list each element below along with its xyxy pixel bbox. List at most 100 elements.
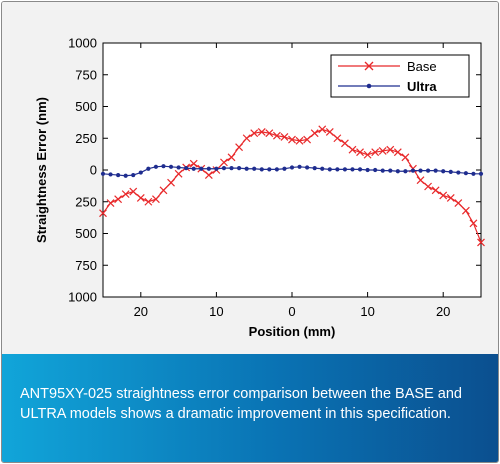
y-tick-label: 500 (75, 226, 97, 241)
x-axis-label: Position (mm) (249, 324, 336, 339)
data-point-ultra (100, 171, 106, 176)
data-point-ultra (214, 166, 219, 171)
data-point-ultra (146, 166, 151, 171)
data-point-base (136, 194, 145, 202)
data-point-base (310, 129, 319, 138)
data-point-ultra (388, 168, 393, 173)
data-point-base (303, 135, 312, 144)
data-point-ultra (471, 171, 476, 176)
data-point-base (220, 158, 228, 167)
legend-ultra-label: Ultra (407, 79, 437, 94)
x-tick-label: 0 (288, 304, 295, 319)
data-point-base (114, 195, 123, 204)
data-point-base (144, 197, 153, 206)
x-tick-label: 10 (209, 304, 223, 319)
data-point-ultra (274, 167, 279, 172)
data-point-ultra (221, 165, 227, 171)
data-point-ultra (168, 164, 174, 169)
data-point-ultra (463, 171, 468, 176)
data-point-ultra (365, 167, 370, 173)
data-point-ultra (153, 164, 159, 169)
data-point-ultra (229, 165, 234, 171)
data-point-ultra (478, 171, 484, 176)
data-point-ultra (138, 170, 143, 175)
data-point-ultra (206, 166, 211, 171)
data-point-base (159, 186, 168, 195)
data-point-base (235, 143, 244, 152)
data-point-base (469, 219, 478, 228)
legend: Base Ultra (330, 54, 470, 98)
y-tick-label: 1000 (68, 290, 97, 305)
legend-base-label: Base (407, 59, 437, 74)
data-point-base (454, 199, 463, 207)
data-point-ultra (116, 172, 121, 178)
x-axis: 20 10 0 10 20 (134, 43, 450, 319)
data-point-ultra (320, 166, 325, 171)
legend-ultra-marker (366, 83, 372, 89)
data-point-ultra (289, 165, 295, 170)
data-point-base (250, 129, 259, 138)
data-point-base (393, 148, 402, 157)
caption-text: ANT95XY-025 straightness error compariso… (20, 386, 462, 422)
data-point-ultra (410, 168, 416, 173)
data-point-ultra (305, 165, 310, 170)
data-point-ultra (418, 168, 423, 173)
data-point-ultra (244, 166, 249, 171)
data-point-ultra (380, 168, 385, 173)
data-point-base (371, 148, 380, 157)
data-point-ultra (456, 170, 461, 175)
data-point-ultra (236, 165, 242, 171)
legend-base-marker (364, 61, 374, 71)
data-point-base (424, 182, 433, 191)
data-point-ultra (441, 169, 446, 174)
data-point-base (257, 127, 266, 136)
data-point-base (151, 195, 160, 204)
data-point-ultra (312, 165, 317, 171)
data-point-ultra (350, 167, 355, 172)
data-point-base (129, 187, 138, 196)
plot-area: 1000 750 500 250 0 250 500 750 1000 20 10 0 10 20 Po… (2, 2, 498, 354)
data-point-ultra (433, 168, 438, 173)
data-point-ultra (403, 169, 408, 174)
data-point-ultra (448, 169, 453, 175)
data-point-base (280, 133, 289, 141)
data-point-ultra (425, 168, 431, 173)
data-point-base (242, 134, 251, 143)
data-point-ultra (327, 167, 332, 172)
legend-box (330, 54, 470, 98)
data-point-ultra (297, 164, 302, 169)
y-tick-label: 750 (75, 67, 97, 82)
y-tick-label: 750 (75, 258, 97, 273)
data-point-ultra (357, 167, 363, 172)
x-tick-label: 20 (134, 304, 148, 319)
y-tick-label: 250 (75, 194, 97, 209)
straightness-chart: 1000 750 500 250 0 250 500 750 1000 20 10 0 10 20 Po… (34, 36, 485, 339)
data-point-base (461, 206, 470, 215)
data-point-base (477, 238, 485, 247)
data-point-base (378, 147, 387, 155)
x-tick-label: 10 (360, 304, 374, 319)
data-point-base (227, 153, 236, 162)
x-tick-label: 20 (436, 304, 450, 319)
data-point-base (325, 127, 334, 136)
data-point-base (295, 136, 304, 145)
data-point-ultra (335, 167, 340, 172)
data-point-ultra (161, 164, 166, 169)
data-point-base (439, 191, 448, 200)
data-point-base (189, 159, 198, 168)
data-point-ultra (342, 167, 348, 172)
data-point-base (204, 171, 213, 180)
data-point-base (333, 134, 342, 143)
data-point-base (99, 209, 107, 218)
data-point-ultra (267, 167, 272, 172)
y-tick-label: 500 (75, 99, 97, 114)
data-point-ultra (184, 165, 189, 171)
data-point-base (272, 131, 281, 140)
data-point-ultra (191, 166, 196, 171)
data-point-base (416, 176, 425, 185)
y-tick-label: 250 (75, 131, 97, 146)
data-point-base (174, 169, 183, 178)
data-point-base (348, 145, 357, 154)
data-point-ultra (282, 166, 287, 171)
